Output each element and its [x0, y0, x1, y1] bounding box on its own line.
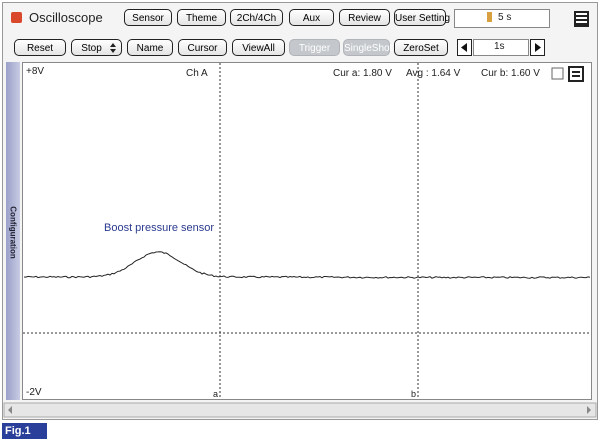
scroll-left[interactable]: [8, 406, 12, 414]
button[interactable]: ZeroSet: [394, 39, 448, 56]
channel-label: Ch A: [186, 68, 208, 79]
time-box[interactable]: [454, 9, 550, 28]
annotation: Boost pressure sensor: [104, 222, 215, 234]
average-value: Avg : 1.64 V: [406, 68, 461, 79]
cursor-b-label: b: [411, 389, 417, 399]
button[interactable]: Cursor: [178, 39, 227, 56]
scroll-right[interactable]: [587, 406, 591, 414]
interval-box: [473, 39, 529, 56]
button[interactable]: Reset: [14, 39, 66, 56]
side-tab[interactable]: [6, 62, 20, 400]
prev-arrow: [461, 43, 467, 52]
button[interactable]: 2Ch/4Ch: [230, 9, 283, 26]
button[interactable]: User Setting: [394, 9, 450, 26]
waveform: [23, 251, 591, 279]
button[interactable]: Aux: [289, 9, 334, 26]
plot-area: [22, 62, 592, 400]
button[interactable]: Sensor: [124, 9, 172, 26]
cursor-b-value: Cur b: 1.60 V: [481, 68, 540, 79]
cursor-a-label: a: [213, 389, 219, 399]
y-max-label: +8V: [26, 66, 45, 77]
next-button[interactable]: [530, 39, 545, 56]
time-icon: [487, 12, 492, 22]
app-icon[interactable]: [11, 12, 22, 23]
button[interactable]: Name: [127, 39, 173, 56]
button[interactable]: ViewAll: [232, 39, 285, 56]
interval-value: 1s: [494, 41, 505, 52]
scrollbar[interactable]: [3, 402, 597, 418]
checkbox[interactable]: [551, 67, 564, 80]
menu-icon[interactable]: [574, 11, 589, 27]
button[interactable]: Review: [339, 9, 390, 26]
button[interactable]: Stop: [71, 39, 122, 56]
button: SingleShot: [343, 39, 392, 56]
button[interactable]: Theme: [177, 9, 226, 26]
panel-icon[interactable]: [568, 66, 584, 82]
y-min-label: -2V: [26, 387, 42, 398]
prev-button[interactable]: [457, 39, 472, 56]
time-value: 5 s: [498, 12, 512, 23]
caption-box: [2, 423, 47, 439]
next-arrow: [535, 43, 541, 52]
button: Trigger: [289, 39, 340, 56]
app-title: Oscilloscope: [29, 10, 103, 25]
cursor-a-value: Cur a: 1.80 V: [333, 68, 392, 79]
spinner-icon: [110, 43, 116, 53]
figure-caption: Fig.1: [5, 425, 31, 437]
